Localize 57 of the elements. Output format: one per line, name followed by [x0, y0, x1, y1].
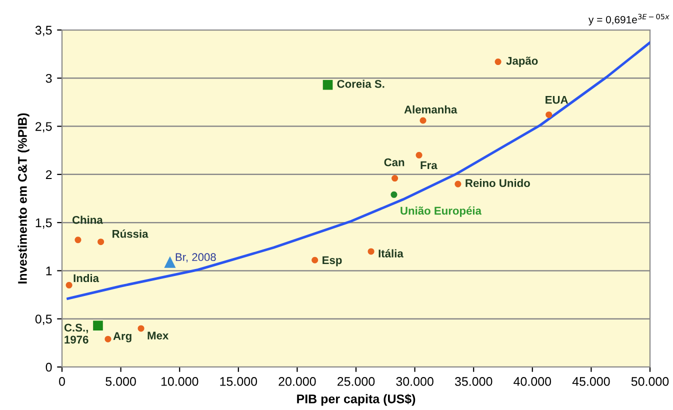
annotation: Itália	[378, 249, 404, 258]
point	[138, 325, 144, 332]
x-tick-label: 5.000	[106, 377, 136, 386]
point	[66, 282, 72, 288]
point	[390, 191, 398, 198]
x-axis-title: PIB per capita (US$)	[297, 394, 416, 406]
y-tick-label: 0,5	[35, 314, 52, 325]
annotation: Rússia	[112, 230, 148, 238]
point	[420, 117, 426, 124]
point	[454, 180, 462, 188]
annotation: Reino Unido	[466, 178, 530, 188]
point	[392, 175, 398, 182]
point	[164, 256, 176, 268]
x-tick-label: 35.000	[454, 377, 492, 386]
x-tick-label: 20.000	[278, 377, 316, 386]
annotation: Arg	[113, 332, 132, 342]
y-axis-title: Investimento em C&T (%PIB)	[18, 113, 30, 284]
point	[104, 336, 112, 342]
point	[368, 248, 374, 255]
y-tick-label: 2	[46, 170, 52, 179]
point	[312, 256, 318, 264]
y-tick-label: 0	[46, 362, 52, 372]
y-tick-label: 1	[46, 266, 52, 276]
point	[416, 152, 422, 158]
x-tick-label: 15.000	[220, 377, 258, 386]
annotation: União Européia	[400, 206, 482, 217]
annotation: Alemanha	[404, 105, 458, 114]
y-tick-label: 3	[46, 74, 52, 83]
x-tick-label: 10.000	[161, 377, 198, 386]
y-tick-label: 1,5	[36, 218, 52, 229]
annotation: Br, 2008	[176, 253, 216, 262]
x-tick-label: 25.000	[338, 377, 375, 386]
annotation: C.S., 1976	[64, 324, 88, 344]
annotation: Can	[384, 158, 404, 166]
x-tick-label: 40.000	[514, 377, 552, 386]
y-tick-label: 2,5	[36, 122, 52, 132]
x-tick-label: 45.000	[572, 377, 610, 386]
line-series	[66, 41, 650, 300]
annotation: China	[72, 216, 103, 224]
x-tick-label: 0	[59, 377, 65, 386]
point	[98, 238, 104, 246]
annotation: Coreia S.	[337, 80, 384, 88]
point	[74, 236, 82, 244]
point	[546, 111, 552, 118]
x-tick-label: 50.000	[631, 377, 669, 386]
annotation: Japão	[506, 56, 538, 67]
annotation: EUA	[546, 96, 568, 104]
point	[494, 58, 502, 66]
annotation: India	[74, 274, 100, 282]
point	[322, 80, 333, 90]
point	[93, 320, 103, 331]
x-tick-label: 30.000	[396, 377, 434, 386]
text: y = 0,691e$^{3E−05x}$	[588, 14, 670, 26]
annotation: Mex	[148, 332, 169, 340]
annotation: Esp	[322, 256, 342, 266]
y-tick-label: 3,5	[35, 26, 52, 36]
annotation: Fra	[420, 161, 438, 170]
